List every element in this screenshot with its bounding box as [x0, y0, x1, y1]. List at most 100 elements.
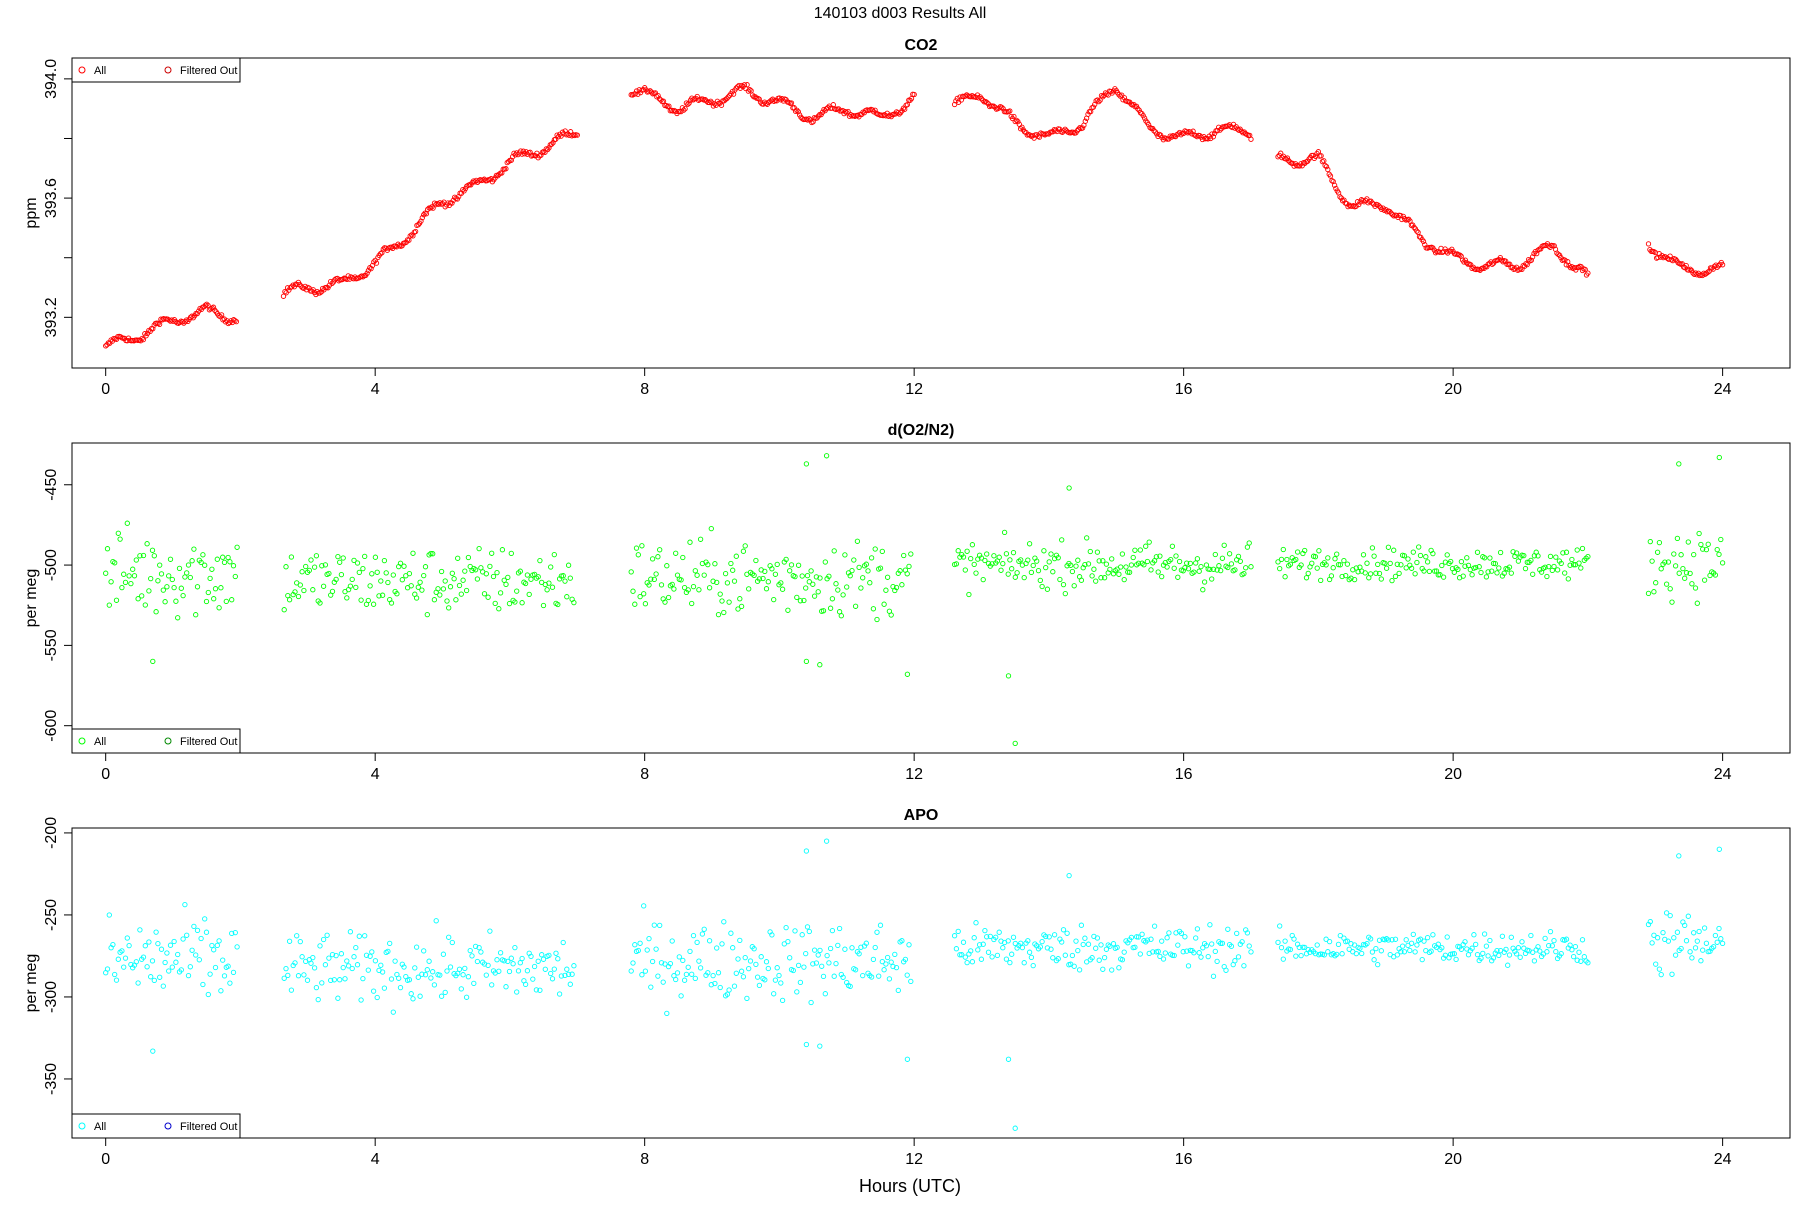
data-point [847, 573, 853, 579]
data-point [1198, 954, 1204, 960]
data-point [149, 958, 156, 964]
x-tick-label: 24 [1714, 766, 1732, 783]
data-point [868, 555, 875, 561]
data-point [564, 966, 570, 972]
data-point [655, 973, 661, 979]
data-point [381, 557, 388, 564]
data-point [1235, 553, 1242, 560]
data-point [637, 593, 643, 600]
data-point [1094, 97, 1101, 103]
data-point [666, 103, 672, 109]
data-point [283, 564, 289, 570]
data-point [1465, 562, 1472, 569]
data-point [1335, 561, 1342, 568]
data-point [1500, 259, 1506, 265]
data-point [827, 945, 834, 952]
data-point [104, 966, 111, 972]
data-point [1293, 953, 1299, 959]
data-point [1705, 269, 1711, 275]
data-point [220, 554, 226, 560]
data-point [783, 924, 789, 931]
data-point [1716, 551, 1722, 558]
data-point [1169, 543, 1176, 549]
data-point [203, 598, 210, 605]
data-point [349, 965, 355, 972]
data-point [1344, 561, 1351, 567]
data-point [1528, 257, 1534, 263]
data-point [1182, 934, 1188, 940]
data-point [1205, 953, 1211, 960]
data-point [712, 561, 718, 567]
data-point [746, 586, 752, 592]
data-point [171, 584, 177, 591]
data-point [1013, 117, 1020, 124]
data-point [218, 312, 225, 318]
data-point [383, 570, 389, 576]
data-point [214, 942, 220, 949]
data-point [465, 554, 472, 561]
data-point [1378, 576, 1384, 582]
data-point [787, 955, 793, 961]
data-point [1337, 562, 1343, 568]
y-tick-label: 394.0 [43, 59, 60, 99]
data-point [817, 662, 823, 668]
data-point [715, 970, 722, 976]
data-point [194, 584, 201, 590]
data-point [896, 111, 902, 117]
data-point [690, 583, 697, 590]
data-point [1389, 577, 1395, 584]
data-point [1442, 246, 1448, 252]
data-point [751, 946, 757, 952]
data-point [410, 996, 416, 1002]
data-point [301, 972, 307, 978]
data-point [870, 606, 877, 612]
data-point [1326, 938, 1333, 945]
data-point [806, 116, 812, 122]
data-point [155, 940, 161, 947]
data-point [803, 950, 809, 957]
data-point [1546, 563, 1552, 570]
data-point [1298, 952, 1304, 959]
data-point [379, 592, 386, 598]
data-point [517, 960, 523, 966]
data-point [1355, 569, 1361, 575]
data-point [408, 583, 414, 589]
data-point [1327, 173, 1334, 179]
data-point [424, 967, 430, 973]
data-point [1150, 949, 1156, 955]
data-point [991, 553, 997, 559]
data-point [1353, 950, 1359, 957]
data-point [1373, 945, 1379, 952]
data-point [753, 961, 759, 968]
data-point [1672, 256, 1679, 262]
data-point [742, 954, 748, 961]
data-point [1473, 941, 1479, 948]
data-point [1714, 264, 1720, 270]
data-point [747, 958, 754, 964]
data-point [1680, 565, 1686, 572]
data-point [299, 954, 305, 960]
data-point [962, 567, 968, 573]
data-point [1483, 574, 1490, 580]
data-point [121, 571, 127, 577]
data-point [1685, 539, 1691, 545]
data-point [419, 215, 425, 221]
data-point [1210, 973, 1217, 979]
x-tick-label: 12 [905, 1151, 923, 1168]
data-point [803, 585, 809, 591]
data-point [1107, 943, 1113, 949]
data-point [429, 204, 435, 210]
data-point [1687, 570, 1693, 577]
data-point [1191, 950, 1197, 956]
data-point [783, 556, 789, 563]
data-point [733, 553, 739, 559]
data-point [333, 576, 339, 583]
data-point [415, 584, 421, 590]
data-point [1164, 564, 1170, 570]
data-point [1489, 568, 1495, 574]
data-point [204, 301, 210, 307]
data-point [503, 581, 509, 588]
data-point [362, 933, 368, 939]
data-point [1244, 131, 1250, 138]
data-point [1337, 932, 1343, 939]
